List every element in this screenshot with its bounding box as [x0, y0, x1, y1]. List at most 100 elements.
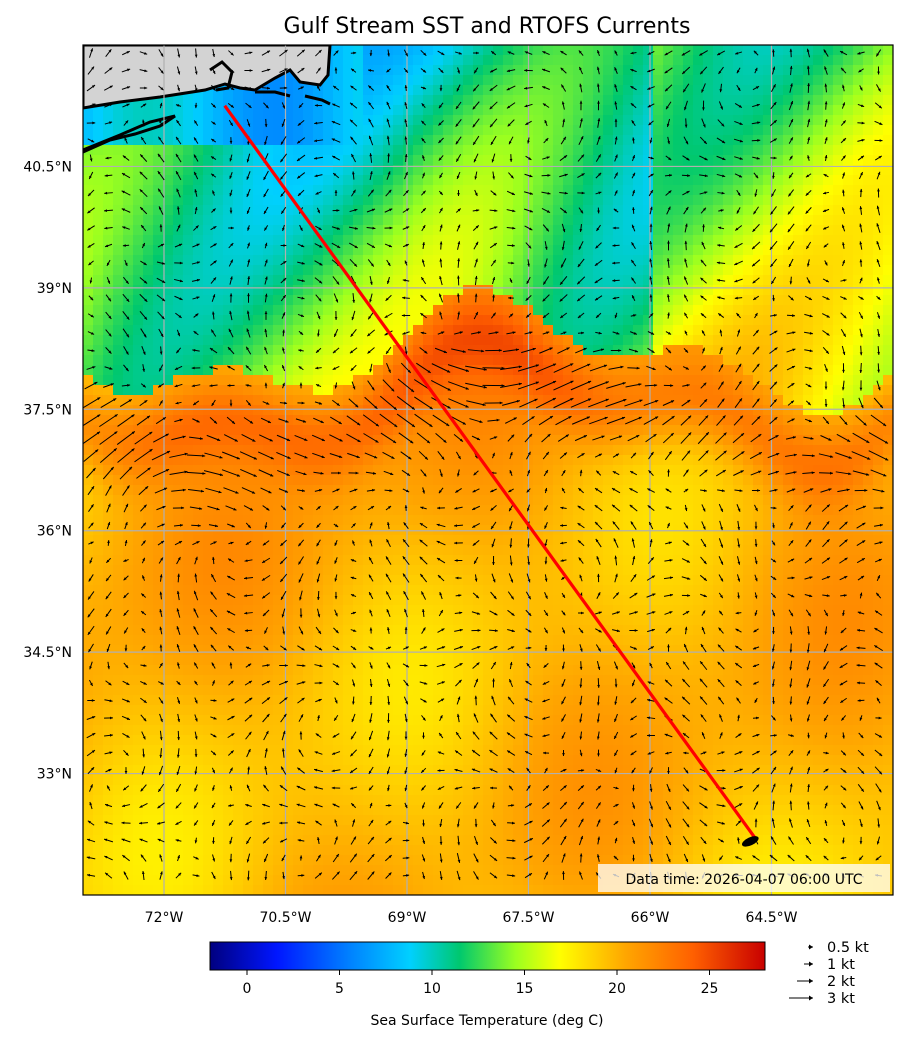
sst-cell: [193, 395, 204, 406]
sst-cell: [643, 385, 654, 396]
sst-cell: [203, 505, 214, 516]
sst-cell: [553, 205, 564, 216]
sst-cell: [553, 495, 564, 506]
sst-cell: [133, 185, 144, 196]
sst-cell: [303, 255, 314, 266]
sst-cell: [673, 485, 684, 496]
sst-cell: [713, 535, 724, 546]
sst-cell: [683, 615, 694, 626]
sst-cell: [793, 415, 804, 426]
sst-cell: [663, 325, 674, 336]
sst-cell: [883, 315, 893, 326]
sst-cell: [423, 75, 434, 86]
sst-cell: [773, 85, 784, 96]
sst-cell: [623, 395, 634, 406]
sst-cell: [673, 565, 684, 576]
sst-cell: [573, 355, 584, 366]
sst-cell: [223, 255, 234, 266]
sst-cell: [473, 535, 484, 546]
sst-cell: [753, 75, 764, 86]
sst-cell: [83, 575, 94, 586]
sst-cell: [543, 65, 554, 76]
sst-cell: [403, 425, 414, 436]
sst-cell: [463, 625, 474, 636]
sst-cell: [883, 355, 893, 366]
sst-cell: [253, 85, 264, 96]
sst-cell: [423, 595, 434, 606]
sst-cell: [143, 625, 154, 636]
sst-cell: [883, 375, 893, 386]
sst-cell: [513, 585, 524, 596]
sst-cell: [413, 505, 424, 516]
sst-cell: [483, 625, 494, 636]
sst-cell: [463, 175, 474, 186]
sst-cell: [633, 645, 644, 656]
sst-cell: [403, 495, 414, 506]
sst-cell: [203, 545, 214, 556]
sst-cell: [343, 515, 354, 526]
sst-cell: [263, 515, 274, 526]
sst-cell: [673, 265, 684, 276]
sst-cell: [643, 255, 654, 266]
sst-cell: [203, 255, 214, 266]
sst-cell: [183, 205, 194, 216]
sst-cell: [803, 155, 814, 166]
sst-cell: [473, 305, 484, 316]
sst-cell: [763, 135, 774, 146]
sst-cell: [363, 545, 374, 556]
sst-cell: [463, 65, 474, 76]
sst-cell: [163, 535, 174, 546]
sst-cell: [163, 645, 174, 656]
sst-cell: [603, 385, 614, 396]
sst-cell: [343, 615, 354, 626]
sst-cell: [323, 645, 334, 656]
sst-cell: [653, 455, 664, 466]
sst-cell: [853, 145, 864, 156]
sst-cell: [583, 195, 594, 206]
sst-cell: [283, 495, 294, 506]
sst-cell: [783, 325, 794, 336]
sst-cell: [223, 445, 234, 456]
sst-cell: [263, 355, 274, 366]
sst-cell: [833, 355, 844, 366]
sst-cell: [613, 365, 624, 376]
sst-cell: [343, 545, 354, 556]
sst-cell: [443, 55, 454, 66]
sst-cell: [173, 505, 184, 516]
sst-cell: [423, 295, 434, 306]
sst-cell: [693, 105, 704, 116]
sst-cell: [113, 445, 124, 456]
sst-cell: [643, 605, 654, 616]
sst-cell: [393, 635, 404, 646]
sst-cell: [213, 585, 224, 596]
sst-cell: [703, 645, 714, 656]
sst-cell: [153, 615, 164, 626]
sst-cell: [443, 655, 454, 666]
sst-cell: [213, 395, 224, 406]
sst-cell: [303, 155, 314, 166]
sst-cell: [883, 305, 893, 316]
sst-cell: [833, 585, 844, 596]
sst-cell: [133, 465, 144, 476]
sst-cell: [253, 135, 264, 146]
sst-cell: [193, 485, 204, 496]
sst-cell: [213, 295, 224, 306]
sst-cell: [213, 285, 224, 296]
sst-cell: [683, 75, 694, 86]
sst-cell: [683, 375, 694, 386]
sst-cell: [473, 635, 484, 646]
sst-cell: [213, 625, 224, 636]
sst-cell: [113, 285, 124, 296]
sst-cell: [533, 65, 544, 76]
sst-cell: [93, 135, 104, 146]
sst-cell: [623, 355, 634, 366]
sst-cell: [163, 385, 174, 396]
sst-cell: [103, 405, 114, 416]
sst-cell: [563, 135, 574, 146]
sst-cell: [503, 325, 514, 336]
sst-cell: [673, 425, 684, 436]
sst-cell: [263, 395, 274, 406]
sst-cell: [253, 365, 264, 376]
sst-cell: [603, 225, 614, 236]
sst-cell: [193, 225, 204, 236]
